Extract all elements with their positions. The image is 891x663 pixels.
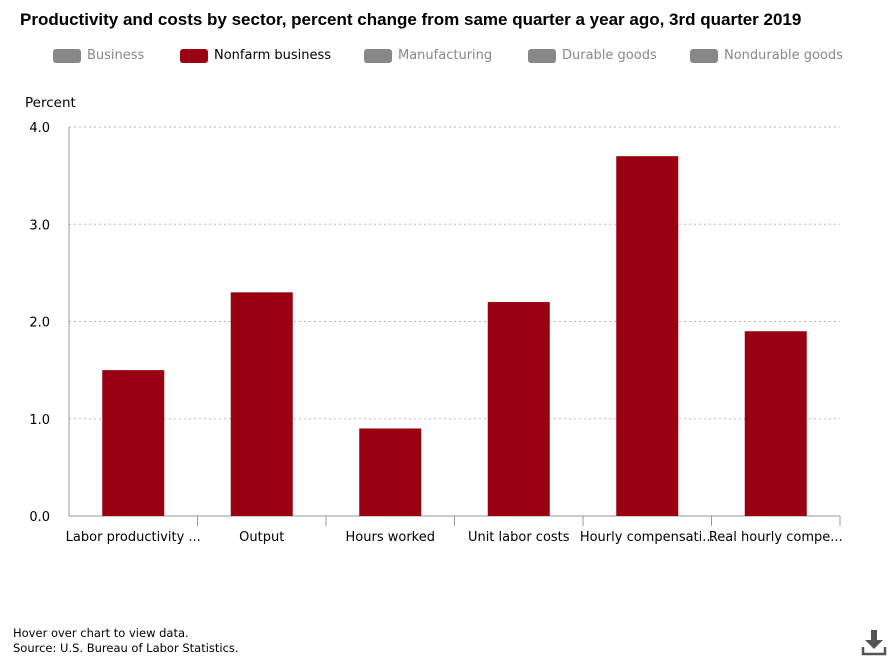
y-axis-label: Percent [25, 95, 76, 111]
y-tick-label: 0.0 [29, 510, 50, 525]
legend-item-nonfarm-business[interactable]: Nonfarm business [180, 48, 331, 63]
download-icon[interactable] [860, 628, 888, 658]
legend-label: Nondurable goods [724, 48, 843, 63]
legend-swatch [53, 48, 81, 63]
x-tick-label: Labor productivity ... [66, 530, 201, 545]
legend-swatch [528, 48, 556, 63]
legend-swatch [690, 48, 718, 63]
x-tick-label: Unit labor costs [468, 530, 570, 545]
bar[interactable]: Real hourly compe...: 1.9 [744, 331, 807, 516]
chart-title: Productivity and costs by sector, percen… [20, 10, 802, 29]
legend-label: Business [87, 48, 145, 63]
legend: Business Nonfarm business Manufacturing … [0, 48, 891, 70]
download-icon-glyph [861, 630, 887, 656]
y-tick-label: 4.0 [29, 121, 50, 136]
legend-item-durable-goods[interactable]: Durable goods [528, 48, 657, 63]
x-tick-label: Hourly compensati... [580, 530, 715, 545]
legend-item-business[interactable]: Business [53, 48, 144, 63]
legend-swatch [180, 48, 208, 63]
legend-label: Manufacturing [398, 48, 493, 63]
y-tick-label: 1.0 [29, 413, 50, 428]
y-tick-label: 3.0 [29, 218, 50, 233]
hover-note: Hover over chart to view data. [13, 626, 189, 640]
x-tick-label: Output [239, 530, 284, 545]
bar[interactable]: Hours worked: 0.9 [359, 428, 422, 516]
bar[interactable]: Unit labor costs: 2.2 [487, 302, 550, 516]
source-note: Source: U.S. Bureau of Labor Statistics. [13, 641, 239, 655]
bar[interactable]: Labor productivity ...: 1.5 [102, 370, 165, 516]
x-tick-label: Hours worked [346, 530, 435, 545]
legend-swatch [364, 48, 392, 63]
bar[interactable]: Output: 2.3 [230, 292, 293, 516]
x-tick-label: Real hourly compe... [709, 530, 843, 545]
bar[interactable]: Hourly compensati...: 3.7 [616, 156, 679, 517]
legend-label: Durable goods [562, 48, 657, 63]
y-tick-label: 2.0 [29, 316, 50, 331]
legend-label: Nonfarm business [214, 48, 332, 63]
legend-item-manufacturing[interactable]: Manufacturing [364, 48, 492, 63]
legend-item-nondurable-goods[interactable]: Nondurable goods [690, 48, 843, 63]
